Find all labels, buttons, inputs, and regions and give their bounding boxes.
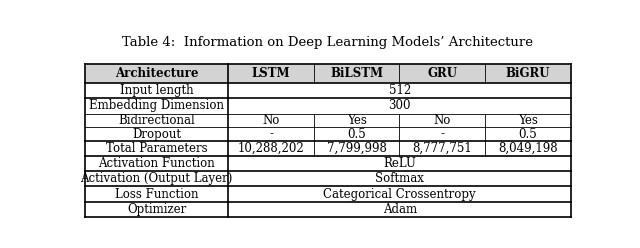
Bar xyxy=(85,64,571,83)
Text: Architecture: Architecture xyxy=(115,67,198,80)
Text: Loss Function: Loss Function xyxy=(115,187,198,201)
Text: No: No xyxy=(433,114,451,127)
Text: 512: 512 xyxy=(388,84,411,97)
Text: 300: 300 xyxy=(388,99,411,112)
Text: 0.5: 0.5 xyxy=(518,127,538,141)
Text: Table 4:  Information on Deep Learning Models’ Architecture: Table 4: Information on Deep Learning Mo… xyxy=(122,36,534,49)
Text: Yes: Yes xyxy=(347,114,367,127)
Text: Input length: Input length xyxy=(120,84,193,97)
Text: Categorical Crossentropy: Categorical Crossentropy xyxy=(323,187,476,201)
Text: No: No xyxy=(262,114,280,127)
Text: 8,049,198: 8,049,198 xyxy=(498,142,558,155)
Text: GRU: GRU xyxy=(428,67,457,80)
Text: LSTM: LSTM xyxy=(252,67,291,80)
Text: Yes: Yes xyxy=(518,114,538,127)
Text: Dropout: Dropout xyxy=(132,127,181,141)
Text: 7,799,998: 7,799,998 xyxy=(327,142,387,155)
Text: -: - xyxy=(269,127,273,141)
Text: 10,288,202: 10,288,202 xyxy=(237,142,305,155)
Text: Embedding Dimension: Embedding Dimension xyxy=(89,99,224,112)
Text: ReLU: ReLU xyxy=(383,157,416,170)
Text: Activation Function: Activation Function xyxy=(99,157,215,170)
Text: Optimizer: Optimizer xyxy=(127,203,186,216)
Text: -: - xyxy=(440,127,444,141)
Text: Total Parameters: Total Parameters xyxy=(106,142,207,155)
Text: Activation (Output Layer): Activation (Output Layer) xyxy=(81,172,233,186)
Text: Adam: Adam xyxy=(383,203,417,216)
Text: Softmax: Softmax xyxy=(375,172,424,186)
Text: 0.5: 0.5 xyxy=(348,127,366,141)
Text: BiGRU: BiGRU xyxy=(506,67,550,80)
Text: BiLSTM: BiLSTM xyxy=(330,67,383,80)
Text: Bidirectional: Bidirectional xyxy=(118,114,195,127)
Text: 8,777,751: 8,777,751 xyxy=(412,142,472,155)
